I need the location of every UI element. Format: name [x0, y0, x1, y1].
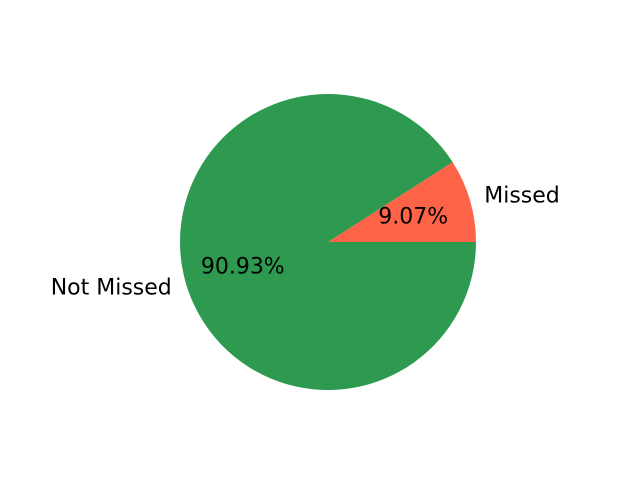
pie-slice-missed — [328, 162, 476, 242]
slice-label: Not Missed — [51, 275, 172, 300]
slice-percent-label: 9.07% — [378, 205, 448, 230]
slice-percent-label: 90.93% — [201, 254, 285, 279]
pie-slice-not-missed — [180, 94, 477, 391]
slice-label: Missed — [484, 184, 560, 209]
